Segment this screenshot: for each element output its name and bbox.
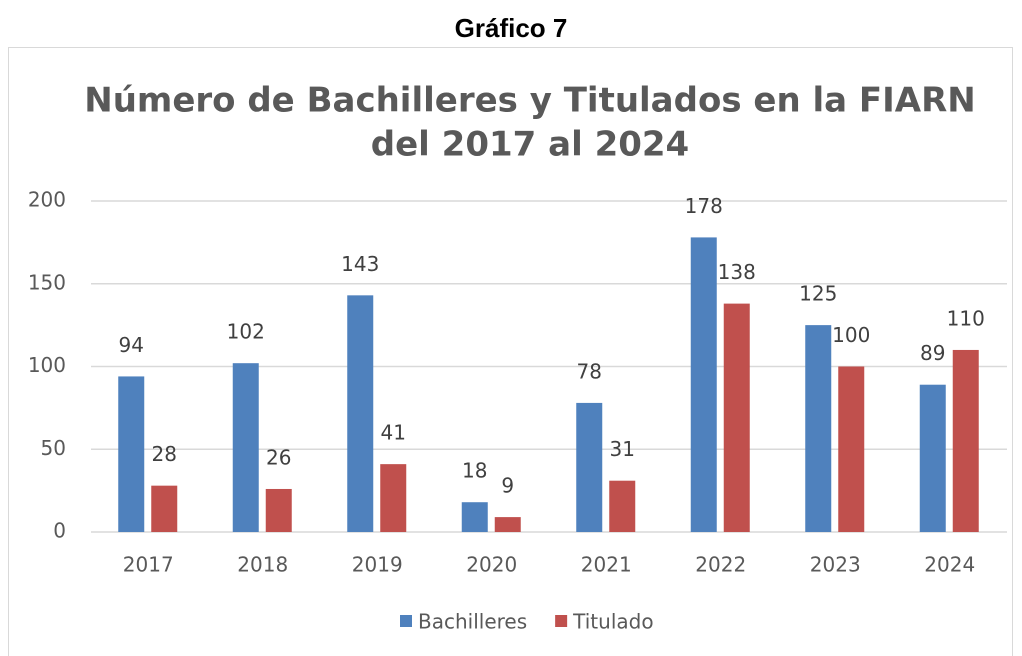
bar [690,237,717,532]
data-label: 26 [266,445,291,469]
bar [380,464,407,532]
x-tick-label: 2019 [352,553,403,577]
data-label: 110 [947,306,985,330]
x-tick-label: 2020 [466,553,517,577]
bar [805,325,832,532]
bar [151,485,178,532]
data-label: 18 [462,459,487,483]
x-tick-label: 2024 [924,553,975,577]
data-label: 125 [799,282,837,306]
bar [609,480,636,532]
bar [838,366,865,532]
x-tick-label: 2021 [581,553,632,577]
data-label: 178 [685,194,723,218]
data-label: 102 [227,320,265,344]
data-label: 143 [341,252,379,276]
legend-label: Bachilleres [418,610,527,634]
y-tick-label: 0 [53,519,66,543]
y-tick-label: 200 [28,188,66,212]
x-tick-label: 2022 [695,553,746,577]
bar [576,402,603,532]
bar [347,295,374,532]
y-tick-label: 100 [28,353,66,377]
bar [118,376,145,532]
data-label: 89 [920,341,945,365]
y-tick-label: 150 [28,270,66,294]
bar [494,517,521,532]
bar [952,349,979,532]
data-label: 9 [501,474,514,498]
heading: Gráfico 7 [455,13,568,43]
bar [919,384,946,532]
bar [723,303,750,532]
data-label: 41 [381,421,406,445]
bar [232,363,259,532]
data-label: 94 [119,333,144,357]
data-label: 138 [718,260,756,284]
data-label: 100 [832,323,870,347]
legend-swatch [555,615,568,627]
legend-label: Titulado [572,610,653,634]
legend-swatch [400,615,412,627]
x-tick-label: 2023 [810,553,861,577]
chart-frame [8,47,1013,656]
x-tick-label: 2017 [123,553,174,577]
bar [461,502,488,532]
data-label: 28 [152,442,177,466]
data-label: 31 [610,437,635,461]
chart-title: del 2017 al 2024 [371,125,689,165]
data-label: 78 [577,359,602,383]
y-tick-label: 50 [41,436,66,460]
bar [265,488,292,532]
chart-title: Número de Bachilleres y Titulados en la … [84,81,976,121]
x-tick-label: 2018 [237,553,288,577]
